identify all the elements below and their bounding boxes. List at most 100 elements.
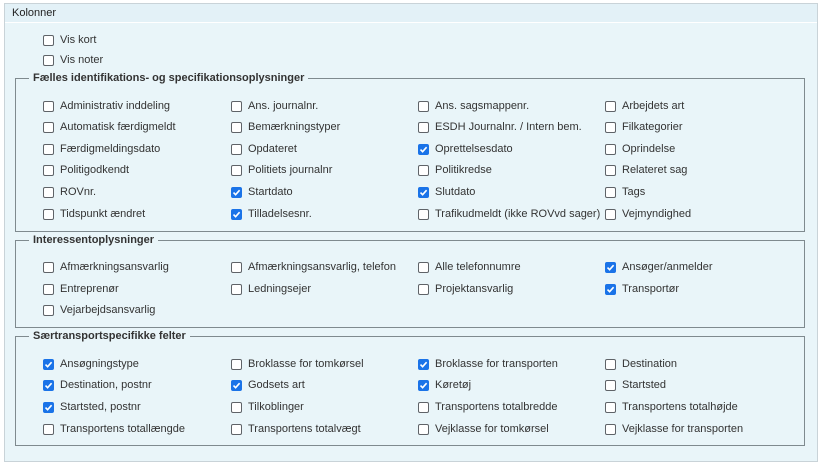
- checkbox-label: Transportens totalvægt: [248, 422, 361, 435]
- check-mark: [44, 382, 53, 390]
- checkbox[interactable]: [231, 122, 242, 134]
- checkbox-label: Tags: [622, 185, 646, 198]
- checkbox[interactable]: [43, 283, 54, 295]
- checkbox[interactable]: [231, 100, 242, 112]
- checkbox[interactable]: [418, 208, 429, 220]
- checkbox[interactable]: [43, 54, 54, 66]
- checkbox[interactable]: [605, 401, 616, 413]
- checkbox[interactable]: [418, 143, 429, 155]
- check-mark: [419, 361, 428, 368]
- check-mark: [606, 264, 615, 271]
- checkbox[interactable]: [418, 401, 429, 413]
- fieldset: [15, 78, 805, 232]
- checkbox[interactable]: [418, 358, 429, 370]
- checkbox-label: Ans. sagsmappenr.: [435, 99, 530, 112]
- checkbox[interactable]: [605, 283, 616, 295]
- check-mark: [232, 189, 241, 196]
- checkbox-label: Trafikudmeldt (ikke ROVvd sager): [435, 207, 601, 220]
- checkbox-label: Afmærkningsansvarlig, telefon: [248, 261, 396, 273]
- checkbox[interactable]: [231, 380, 242, 392]
- checkbox-label: Oprettelsesdato: [435, 142, 513, 155]
- checkbox-label: Ans. journalnr.: [248, 99, 319, 112]
- checkbox[interactable]: [43, 358, 54, 370]
- checkbox[interactable]: [605, 423, 616, 435]
- checkbox[interactable]: [43, 208, 54, 220]
- checkbox-label: Færdigmeldingsdato: [60, 142, 161, 155]
- checkbox[interactable]: [231, 186, 242, 198]
- checkbox[interactable]: [231, 143, 242, 155]
- header-bar: [5, 4, 817, 22]
- checkbox[interactable]: [43, 262, 54, 273]
- checkbox-label: Transportør: [622, 282, 680, 295]
- fieldset-legend: Fælles identifikations- og specifikation…: [29, 72, 309, 84]
- checkbox[interactable]: [231, 358, 242, 370]
- checkbox[interactable]: [605, 100, 616, 112]
- checkbox-label: Køretøj: [435, 379, 472, 392]
- checkbox[interactable]: [43, 165, 54, 177]
- fieldset: [15, 336, 805, 447]
- checkbox[interactable]: [231, 165, 242, 177]
- checkbox-label: Bemærkningstyper: [248, 121, 341, 134]
- checkbox[interactable]: [605, 122, 616, 134]
- checkbox[interactable]: [605, 358, 616, 370]
- checkbox-label: Oprindelse: [622, 142, 676, 155]
- checkbox-label: Destination: [622, 357, 678, 370]
- checkbox[interactable]: [231, 283, 242, 295]
- checkbox-label: Transportens totalbredde: [435, 400, 558, 413]
- checkbox-label: Projektansvarlig: [435, 282, 514, 295]
- checkbox[interactable]: [43, 423, 54, 435]
- checkbox-label: Filkategorier: [622, 121, 683, 134]
- checkbox[interactable]: [43, 380, 54, 392]
- checkbox[interactable]: [605, 208, 616, 220]
- checkbox[interactable]: [605, 165, 616, 177]
- check-mark: [419, 146, 428, 153]
- checkbox-label: Broklasse for transporten: [435, 357, 558, 370]
- checkbox[interactable]: [43, 143, 54, 155]
- checkbox-label: ESDH Journalnr. / Intern bem.: [435, 121, 582, 134]
- checkbox[interactable]: [605, 380, 616, 392]
- checkbox[interactable]: [418, 122, 429, 134]
- checkbox[interactable]: [418, 100, 429, 112]
- checkbox[interactable]: [605, 143, 616, 155]
- checkbox-label: Transportens totallængde: [60, 422, 185, 435]
- checkbox[interactable]: [43, 35, 54, 46]
- checkbox-label: Startdato: [248, 185, 293, 198]
- checkbox-label: Arbejdets art: [622, 99, 685, 112]
- checkbox-label: Vejklasse for tomkørsel: [435, 422, 549, 435]
- checkbox-label: Ansøgningstype: [60, 357, 139, 370]
- checkbox[interactable]: [418, 165, 429, 177]
- checkbox[interactable]: [43, 100, 54, 112]
- checkbox[interactable]: [418, 380, 429, 392]
- panel-title: Kolonner: [12, 7, 57, 19]
- checkbox-label: Automatisk færdigmeldt: [60, 121, 176, 134]
- checkbox-label: Vejmyndighed: [622, 207, 692, 220]
- checkbox-label: Destination, postnr: [60, 379, 152, 392]
- fieldset: [15, 239, 805, 329]
- checkbox-label: Startsted, postnr: [60, 400, 141, 413]
- checkbox[interactable]: [43, 186, 54, 198]
- checkbox[interactable]: [43, 122, 54, 134]
- checkbox-label: Tidspunkt ændret: [60, 207, 146, 220]
- checkbox-label: Godsets art: [248, 379, 305, 392]
- checkbox[interactable]: [605, 186, 616, 198]
- checkbox[interactable]: [231, 208, 242, 220]
- checkbox-label: Vejarbejdsansvarlig: [60, 304, 156, 317]
- checkbox-label: Vis kort: [60, 34, 97, 46]
- checkbox[interactable]: [418, 186, 429, 198]
- checkbox-label: Broklasse for tomkørsel: [248, 357, 364, 370]
- checkbox[interactable]: [418, 283, 429, 295]
- checkbox[interactable]: [43, 305, 54, 317]
- check-mark: [232, 382, 241, 390]
- checkbox[interactable]: [43, 401, 54, 413]
- checkbox[interactable]: [231, 423, 242, 435]
- checkbox-label: Ansøger/anmelder: [622, 261, 713, 273]
- checkbox[interactable]: [605, 262, 616, 273]
- checkbox-label: Entreprenør: [60, 282, 119, 295]
- checkbox-label: Relateret sag: [622, 164, 688, 177]
- checkbox[interactable]: [418, 423, 429, 435]
- checkbox[interactable]: [418, 262, 429, 273]
- checkbox[interactable]: [231, 262, 242, 273]
- checkbox-label: Politigodkendt: [60, 164, 130, 177]
- checkbox-label: Vejklasse for transporten: [622, 422, 744, 435]
- checkbox[interactable]: [231, 401, 242, 413]
